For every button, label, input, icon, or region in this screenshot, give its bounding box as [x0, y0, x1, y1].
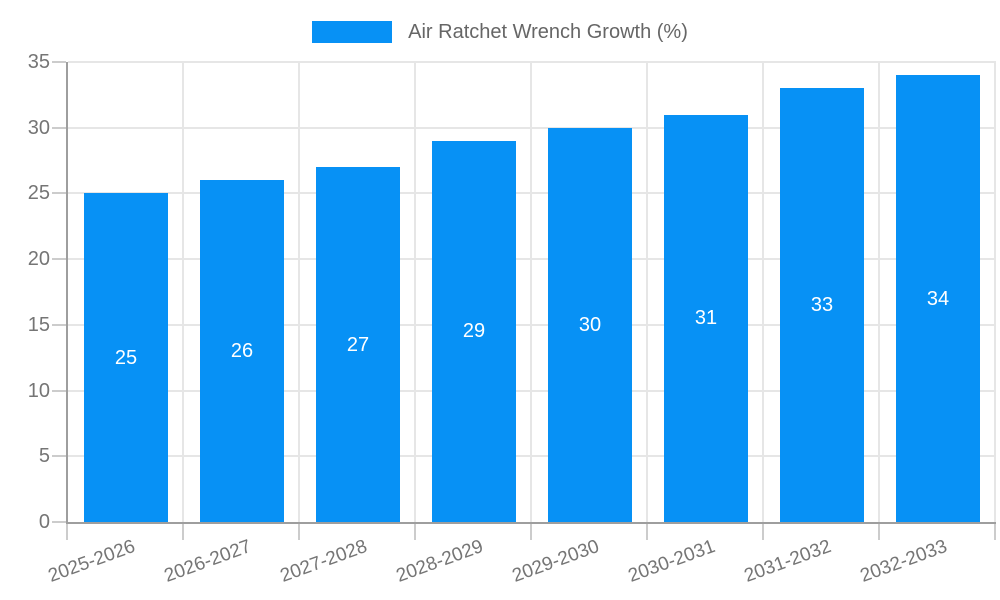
bar-2025-2026[interactable]: 25	[84, 193, 168, 522]
gridline-horizontal	[68, 389, 996, 392]
y-axis-tick-label: 5	[38, 445, 50, 468]
x-axis-category-label: 2026-2027	[161, 536, 255, 587]
gridline-horizontal	[68, 61, 996, 63]
x-axis-category-label: 2032-2033	[857, 536, 951, 587]
x-axis-tick	[994, 524, 996, 540]
bar-2032-2033[interactable]: 34	[896, 75, 980, 522]
y-axis-tick	[52, 258, 66, 261]
x-axis-tick	[762, 524, 764, 540]
y-axis-tick-label: 20	[27, 248, 50, 271]
y-axis-tick-label: 25	[27, 182, 50, 205]
gridline-vertical	[298, 62, 300, 522]
bar-2030-2031[interactable]: 31	[664, 114, 748, 522]
x-axis-tick	[298, 524, 300, 540]
gridline-horizontal	[68, 192, 996, 195]
bar-2031-2032[interactable]: 33	[780, 88, 864, 522]
x-axis-line	[66, 522, 996, 524]
y-axis-line	[66, 62, 68, 524]
x-axis-tick	[414, 524, 416, 540]
bar-value-label: 33	[810, 294, 834, 317]
bar-value-label: 30	[578, 313, 602, 336]
bar-value-label: 25	[114, 346, 138, 369]
bar-value-label: 31	[694, 307, 718, 330]
x-axis-tick	[182, 524, 184, 540]
legend-series-label: Air Ratchet Wrench Growth (%)	[408, 21, 688, 43]
legend-color-swatch	[312, 21, 393, 43]
y-axis-tick	[52, 389, 66, 392]
bar-2027-2028[interactable]: 27	[316, 167, 400, 522]
bar-2029-2030[interactable]: 30	[548, 127, 632, 522]
y-axis-tick-label: 0	[38, 511, 50, 533]
bar-2028-2029[interactable]: 29	[432, 140, 516, 522]
bar-value-label: 27	[346, 333, 370, 356]
bar-2026-2027[interactable]: 26	[200, 180, 284, 522]
gridline-vertical	[530, 62, 532, 522]
gridline-horizontal	[68, 258, 996, 261]
x-axis-category-label: 2028-2029	[393, 536, 487, 587]
x-axis-category-label: 2031-2032	[741, 536, 835, 587]
x-axis-category-label: 2027-2028	[277, 536, 371, 587]
y-axis-tick	[52, 192, 66, 195]
y-axis-tick-label: 30	[27, 116, 50, 139]
gridline-vertical	[762, 62, 764, 522]
bar-value-label: 26	[230, 340, 254, 363]
x-axis-category-label: 2029-2030	[509, 536, 603, 587]
y-axis-tick-label: 15	[27, 313, 50, 336]
gridline-horizontal	[68, 455, 996, 458]
gridline-vertical	[182, 62, 184, 522]
x-axis-tick	[878, 524, 880, 540]
y-axis-tick	[52, 323, 66, 326]
y-axis-tick-label: 35	[27, 51, 50, 73]
y-axis-tick-label: 10	[27, 379, 50, 402]
gridline-horizontal	[68, 126, 996, 129]
gridline-vertical	[994, 62, 996, 522]
x-axis-tick	[646, 524, 648, 540]
chart-legend: Air Ratchet Wrench Growth (%)	[0, 21, 1000, 43]
gridline-vertical	[414, 62, 416, 522]
x-axis-category-label: 2025-2026	[45, 536, 139, 587]
y-axis-tick	[52, 126, 66, 129]
y-axis-tick	[52, 521, 66, 523]
x-axis-category-label: 2030-2031	[625, 536, 719, 587]
gridline-vertical	[646, 62, 648, 522]
y-axis-tick	[52, 455, 66, 458]
bar-value-label: 34	[926, 287, 950, 310]
x-axis-tick	[530, 524, 532, 540]
y-axis-tick	[52, 61, 66, 63]
gridline-horizontal	[68, 323, 996, 326]
bar-value-label: 29	[462, 320, 486, 343]
gridline-vertical	[878, 62, 880, 522]
x-axis-tick	[66, 524, 68, 540]
